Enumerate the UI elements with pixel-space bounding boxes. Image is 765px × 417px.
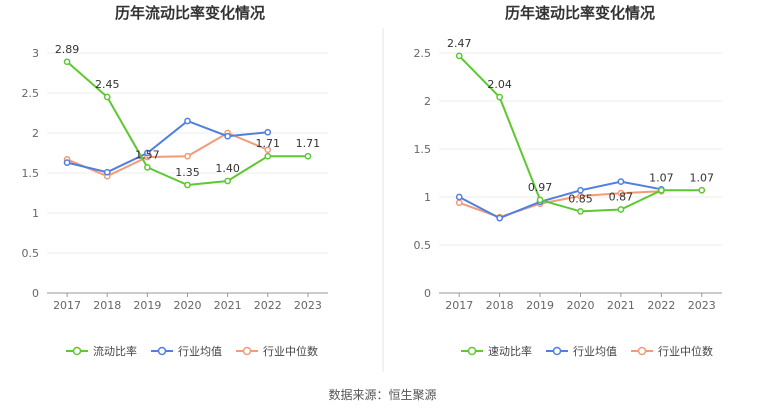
chart-title: 历年速动比率变化情况 bbox=[505, 4, 655, 22]
x-tick-label: 2019 bbox=[133, 299, 161, 312]
data-point bbox=[617, 206, 625, 213]
data-point bbox=[304, 152, 312, 160]
data-point bbox=[63, 58, 71, 66]
x-tick-label: 2022 bbox=[647, 299, 675, 312]
y-tick-label: 2.5 bbox=[22, 87, 40, 100]
y-tick-label: 2.5 bbox=[414, 47, 432, 60]
x-tick-label: 2019 bbox=[526, 299, 554, 312]
y-tick-label: 0.5 bbox=[414, 239, 432, 252]
x-tick-label: 2023 bbox=[688, 299, 716, 312]
data-label: 1.57 bbox=[135, 148, 160, 161]
data-source-note: 数据来源：恒生聚源 bbox=[328, 388, 437, 402]
legend-label: 行业均值 bbox=[573, 345, 617, 358]
legend-swatch-marker bbox=[72, 346, 82, 356]
data-point bbox=[224, 177, 231, 185]
x-tick-label: 2020 bbox=[174, 299, 202, 312]
legend-label: 行业中位数 bbox=[263, 344, 318, 358]
y-tick-label: 2 bbox=[424, 95, 431, 108]
data-point bbox=[496, 214, 503, 222]
data-label: 2.89 bbox=[55, 43, 80, 56]
data-label: 0.97 bbox=[528, 181, 553, 194]
data-point bbox=[577, 208, 584, 215]
data-point bbox=[144, 149, 151, 157]
data-point bbox=[184, 181, 191, 189]
x-tick-label: 2021 bbox=[214, 299, 242, 312]
data-label: 1.07 bbox=[690, 171, 715, 184]
data-label: 1.71 bbox=[256, 137, 281, 150]
data-label: 2.45 bbox=[95, 78, 120, 91]
data-point bbox=[224, 132, 231, 140]
y-tick-label: 2 bbox=[32, 127, 39, 140]
data-point bbox=[577, 186, 584, 194]
data-point bbox=[455, 199, 463, 207]
x-tick-label: 2018 bbox=[93, 299, 121, 312]
y-tick-label: 0 bbox=[32, 287, 39, 300]
y-tick-label: 1 bbox=[32, 207, 39, 220]
data-point bbox=[496, 93, 503, 101]
legend-label: 行业均值 bbox=[178, 345, 222, 358]
data-label: 1.71 bbox=[296, 137, 321, 150]
data-label: 0.87 bbox=[609, 190, 634, 203]
data-point bbox=[63, 159, 71, 166]
data-point bbox=[698, 186, 706, 194]
x-tick-label: 2018 bbox=[486, 299, 514, 312]
data-point bbox=[455, 52, 463, 60]
legend-swatch-marker bbox=[467, 346, 477, 356]
y-tick-label: 0.5 bbox=[22, 247, 40, 260]
y-tick-label: 1.5 bbox=[22, 167, 40, 180]
data-point bbox=[264, 152, 272, 160]
data-point bbox=[144, 164, 151, 171]
data-point bbox=[264, 128, 272, 136]
x-tick-label: 2017 bbox=[445, 299, 473, 312]
x-tick-label: 2022 bbox=[254, 299, 282, 312]
series-line bbox=[458, 180, 662, 220]
x-tick-label: 2021 bbox=[607, 299, 635, 312]
data-point bbox=[455, 193, 463, 201]
x-tick-label: 2017 bbox=[53, 299, 81, 312]
legend-label: 速动比率 bbox=[488, 344, 532, 358]
legend-swatch-marker bbox=[157, 346, 167, 356]
y-tick-label: 0 bbox=[424, 287, 431, 300]
chart-title: 历年流动比率变化情况 bbox=[115, 4, 265, 22]
data-point bbox=[184, 117, 191, 125]
legend-swatch-marker bbox=[637, 346, 647, 356]
data-point bbox=[658, 186, 665, 194]
legend-label: 流动比率 bbox=[93, 344, 137, 358]
data-label: 0.85 bbox=[568, 192, 593, 205]
data-point bbox=[617, 178, 625, 185]
x-tick-label: 2020 bbox=[567, 299, 595, 312]
data-label: 1.07 bbox=[649, 171, 674, 184]
legend-swatch-marker bbox=[552, 346, 562, 356]
data-label: 2.04 bbox=[487, 78, 512, 91]
y-tick-label: 3 bbox=[32, 47, 39, 60]
data-label: 1.35 bbox=[175, 166, 200, 179]
data-label: 2.47 bbox=[447, 37, 472, 50]
x-tick-label: 2023 bbox=[294, 299, 322, 312]
legend-swatch-marker bbox=[242, 346, 252, 356]
data-label: 1.40 bbox=[215, 162, 240, 175]
data-point bbox=[103, 93, 111, 101]
y-tick-label: 1.5 bbox=[414, 143, 432, 156]
data-point bbox=[536, 196, 544, 204]
data-point bbox=[184, 152, 191, 160]
y-tick-label: 1 bbox=[424, 191, 431, 204]
data-point bbox=[103, 168, 111, 176]
series-line bbox=[66, 119, 268, 174]
data-point bbox=[264, 146, 272, 154]
legend-label: 行业中位数 bbox=[658, 344, 713, 358]
data-point bbox=[617, 189, 625, 197]
